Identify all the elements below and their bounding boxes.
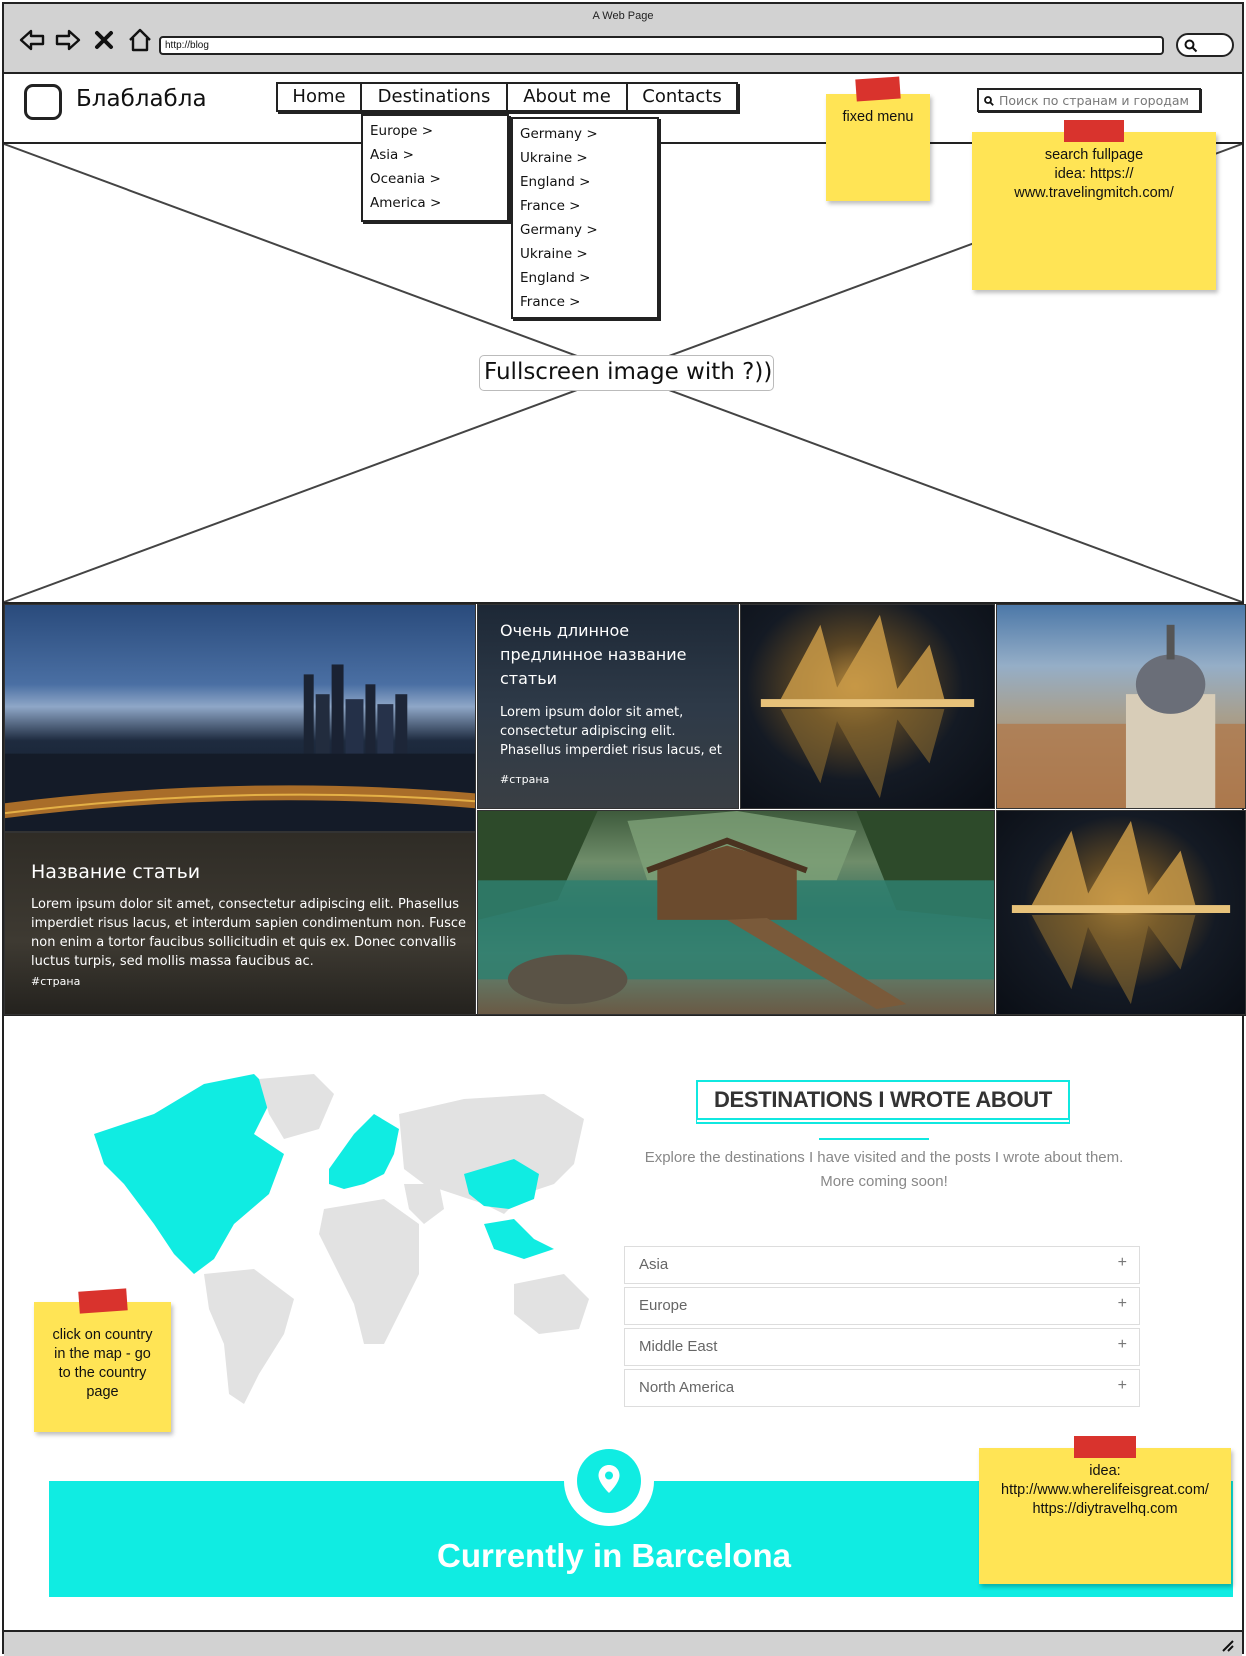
- sticky-note-map: click on country in the map - go to the …: [34, 1288, 171, 1432]
- opera-house-image: [760, 614, 975, 799]
- article-tag[interactable]: #страна: [31, 975, 81, 988]
- main-menu: Home Destinations About me Contacts: [276, 82, 738, 112]
- browser-footer: [4, 1630, 1242, 1656]
- hero-label: Fullscreen image with ?)): [479, 355, 774, 391]
- opera-house-image: [1011, 820, 1231, 1005]
- dropdown-item[interactable]: Asia >: [370, 147, 414, 163]
- article-photo-opera[interactable]: [740, 604, 995, 809]
- note-text: idea: https://: [1054, 166, 1134, 182]
- window-title: A Web Page: [592, 10, 654, 22]
- dropdown-item[interactable]: England >: [520, 270, 591, 286]
- dropdown-item[interactable]: England >: [520, 174, 591, 190]
- dropdown-item[interactable]: France >: [520, 294, 581, 310]
- subtitle-line: Explore the destinations I have visited …: [644, 1149, 1124, 1166]
- article-photo-lake[interactable]: [477, 810, 995, 1015]
- dropdown-item[interactable]: France >: [520, 198, 581, 214]
- site-name[interactable]: Блаблабла: [76, 86, 207, 112]
- plus-icon[interactable]: +: [1117, 1295, 1127, 1312]
- location-badge: [564, 1436, 654, 1526]
- site-search-input[interactable]: Поиск по странам и городам: [977, 88, 1201, 112]
- accordion-label: Asia: [639, 1256, 669, 1273]
- accordion-label: Middle East: [639, 1338, 718, 1355]
- title-underline: [819, 1138, 929, 1140]
- plus-icon[interactable]: +: [1117, 1254, 1127, 1271]
- note-text: https://diytravelhq.com: [1032, 1501, 1178, 1517]
- article-photo-city[interactable]: [4, 604, 476, 832]
- article-title[interactable]: Название статьи: [31, 861, 201, 883]
- menu-item-home[interactable]: Home: [278, 84, 362, 110]
- menu-item-about[interactable]: About me: [508, 84, 628, 110]
- logo[interactable]: [24, 84, 62, 120]
- accordion-item-asia[interactable]: Asia +: [624, 1246, 1140, 1284]
- browser-search[interactable]: [1176, 33, 1234, 57]
- tape: [78, 1288, 128, 1314]
- map-pin-icon: [598, 1465, 620, 1493]
- accordion-label: Europe: [639, 1297, 688, 1314]
- article-photo-cathedral[interactable]: [996, 604, 1246, 809]
- article-title[interactable]: Очень длинное предлинное название статьи: [500, 621, 687, 688]
- note-text: to the country: [58, 1365, 147, 1381]
- sticky-note-idea: idea: http://www.wherelifeisgreat.com/ h…: [979, 1436, 1231, 1584]
- lake-cabin-image: [478, 811, 994, 1010]
- dropdown-item[interactable]: Germany >: [520, 126, 598, 142]
- plus-icon[interactable]: +: [1117, 1336, 1127, 1353]
- accordion-label: North America: [639, 1379, 735, 1396]
- article-excerpt: Lorem ipsum dolor sit amet, consectetur …: [500, 705, 722, 758]
- tape: [855, 76, 901, 102]
- dropdown-item[interactable]: Oceania >: [370, 171, 441, 187]
- tape: [1074, 1436, 1136, 1458]
- note-text: search fullpage: [1044, 147, 1144, 163]
- note-text: fixed menu: [842, 109, 914, 125]
- destinations-dropdown: Europe > Asia > Oceania > America >: [361, 114, 509, 222]
- plus-icon[interactable]: +: [1117, 1377, 1127, 1394]
- city-skyline-image: [5, 664, 475, 831]
- dropdown-item[interactable]: Europe >: [370, 123, 434, 139]
- dropdown-item[interactable]: Ukraine >: [520, 246, 588, 262]
- regions-accordion: Asia + Europe + Middle East + North Amer…: [624, 1246, 1140, 1410]
- back-arrow-icon[interactable]: [18, 26, 46, 54]
- destinations-subtitle: Explore the destinations I have visited …: [624, 1146, 1144, 1194]
- note-text: idea:: [1089, 1463, 1121, 1479]
- browser-chrome: A Web Page http://blog: [4, 4, 1242, 74]
- article-excerpt: Lorem ipsum dolor sit amet, consectetur …: [31, 897, 467, 969]
- search-icon: [1184, 39, 1198, 53]
- accordion-item-europe[interactable]: Europe +: [624, 1287, 1140, 1325]
- article-card-large[interactable]: Название статьи Lorem ipsum dolor sit am…: [4, 832, 476, 1015]
- menu-item-contacts[interactable]: Contacts: [642, 86, 722, 107]
- countries-dropdown: Germany > Ukraine > England > France > G…: [511, 117, 659, 319]
- sticky-note-search: search fullpage idea: https:// www.trave…: [972, 120, 1216, 290]
- tape: [1064, 120, 1124, 142]
- note-text: http://www.wherelifeisgreat.com/: [1001, 1482, 1209, 1498]
- note-text: click on country: [52, 1327, 153, 1343]
- article-card-small[interactable]: Очень длинное предлинное название статьи…: [477, 604, 739, 809]
- world-map[interactable]: [84, 1074, 604, 1414]
- article-tag[interactable]: #страна: [500, 773, 550, 786]
- search-icon: [984, 96, 994, 106]
- dropdown-item[interactable]: Germany >: [520, 222, 598, 238]
- dropdown-item[interactable]: America >: [370, 195, 442, 211]
- note-text: page: [86, 1384, 119, 1400]
- cathedral-image: [997, 624, 1245, 808]
- close-icon[interactable]: [90, 26, 118, 54]
- sticky-note-fixed-menu: fixed menu: [826, 76, 930, 201]
- article-photo-opera-2[interactable]: [996, 810, 1246, 1015]
- search-placeholder: Поиск по странам и городам: [999, 93, 1189, 108]
- current-location-text: Currently in Barcelona: [437, 1537, 791, 1574]
- accordion-item-middle-east[interactable]: Middle East +: [624, 1328, 1140, 1366]
- address-bar[interactable]: http://blog: [159, 36, 1164, 55]
- resize-grip-icon[interactable]: [1220, 1638, 1234, 1652]
- note-text: www.travelingmitch.com/: [1014, 185, 1174, 201]
- destinations-title: DESTINATIONS I WROTE ABOUT: [696, 1080, 1070, 1120]
- forward-arrow-icon[interactable]: [54, 26, 82, 54]
- menu-item-destinations[interactable]: Destinations: [362, 84, 508, 110]
- dropdown-item[interactable]: Ukraine >: [520, 150, 588, 166]
- location-badge-inner: [577, 1449, 641, 1513]
- article-grid: Очень длинное предлинное название статьи…: [4, 604, 1246, 1016]
- browser-nav: [18, 26, 154, 54]
- note-text: in the map - go: [54, 1346, 151, 1362]
- home-icon[interactable]: [126, 26, 154, 54]
- subtitle-line: More coming soon!: [820, 1173, 948, 1190]
- accordion-item-north-america[interactable]: North America +: [624, 1369, 1140, 1407]
